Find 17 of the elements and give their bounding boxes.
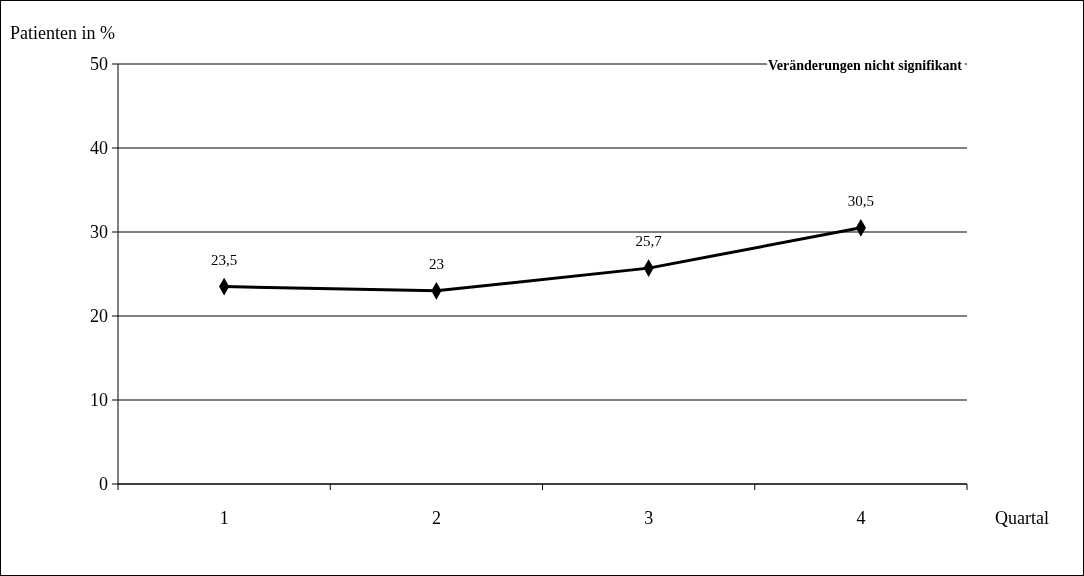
y-tick-label: 40 [90,138,108,159]
y-tick-label: 30 [90,222,108,243]
data-label: 23 [428,255,444,272]
data-label: 30,5 [847,192,874,209]
y-tick-label: 20 [90,306,108,327]
x-tick-label: 3 [644,508,654,528]
x-tick-label: 2 [431,508,441,528]
x-axis-title: Quartal [995,508,1049,528]
data-label: 23,5 [211,251,238,268]
y-tick-label: 10 [90,390,108,411]
x-tick-label: 1 [219,508,229,528]
y-axis-title: Patienten in % [10,23,115,43]
x-tick-label: 4 [856,508,866,528]
data-label: 25,7 [635,233,663,250]
y-tick-label: 0 [99,474,108,495]
y-tick-label: 50 [90,54,108,75]
annotation: Veränderungen nicht signifikant [768,58,963,73]
